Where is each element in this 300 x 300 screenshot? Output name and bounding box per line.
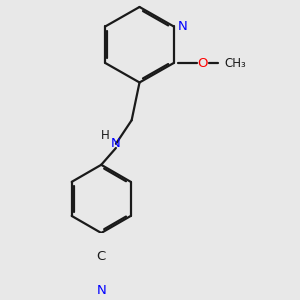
- Text: O: O: [197, 57, 208, 70]
- Text: N: N: [96, 284, 106, 297]
- Text: N: N: [111, 137, 121, 150]
- Text: H: H: [101, 129, 110, 142]
- Text: N: N: [178, 20, 188, 33]
- Text: C: C: [97, 250, 106, 263]
- Text: CH₃: CH₃: [224, 57, 246, 70]
